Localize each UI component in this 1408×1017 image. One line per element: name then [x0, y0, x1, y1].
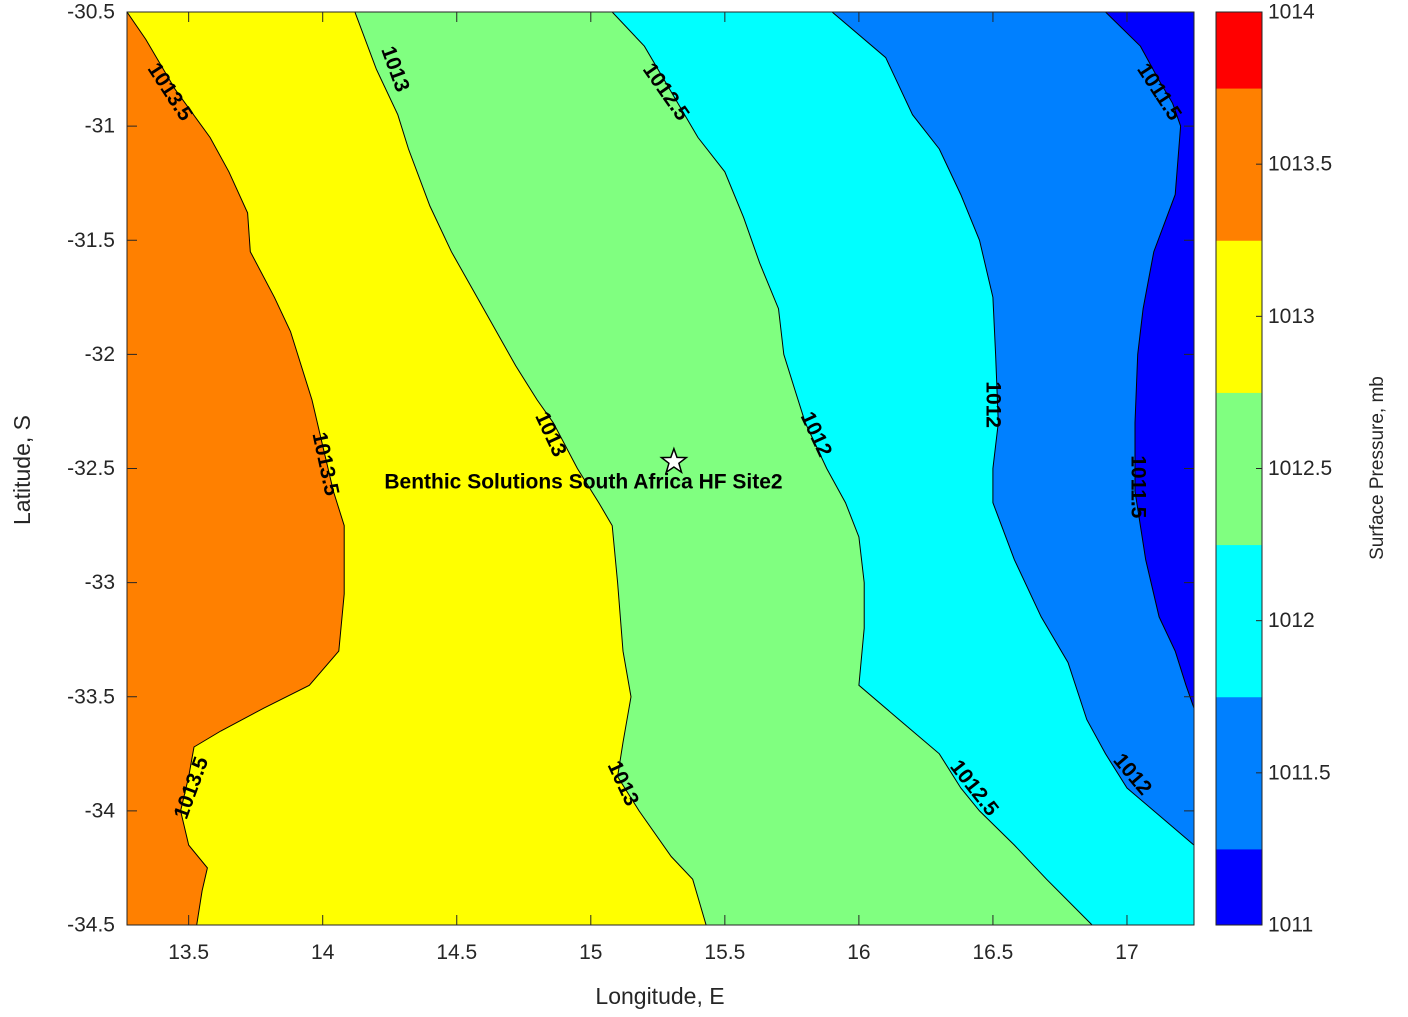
y-tick-label: -31.5 — [67, 229, 115, 252]
plot-area — [127, 12, 1194, 925]
x-tick-label: 14 — [311, 941, 335, 964]
colorbar-tick-label: 1014 — [1268, 1, 1315, 24]
x-tick-label: 16 — [847, 941, 870, 964]
x-tick-label: 15.5 — [704, 941, 745, 964]
colorbar-segment — [1216, 544, 1262, 622]
y-tick-label: -34.5 — [67, 914, 115, 937]
y-tick-label: -34 — [85, 799, 116, 822]
y-axis: -30.5 -31 -31.5 -32 -32.5 -33 -33.5 -34 -34.5 — [67, 1, 1194, 937]
contour-label: 1012 — [981, 381, 1004, 428]
y-tick-label: -33.5 — [67, 685, 115, 708]
contour-line-1012.5 — [611, 12, 1093, 925]
x-tick-label: 16.5 — [972, 941, 1013, 964]
y-axis-title: Latitude, S — [9, 415, 35, 525]
colorbar-segment — [1216, 392, 1262, 469]
region-1013 — [127, 12, 707, 925]
x-tick-label: 15 — [579, 941, 602, 964]
site-marker: Benthic Solutions South Africa HF Site2 — [384, 446, 783, 494]
colorbar-segment — [1216, 88, 1262, 165]
region-1011.5 — [832, 12, 1194, 846]
contour-line-1011.5 — [1105, 12, 1194, 709]
colorbar-tick-label: 1012 — [1268, 609, 1315, 632]
colorbar-tick-label: 1011.5 — [1268, 761, 1331, 784]
y-tick-label: -33 — [85, 571, 115, 594]
x-tick-label: 13.5 — [168, 941, 209, 964]
colorbar-tick-label: 1012.5 — [1268, 457, 1332, 480]
colorbar-segment — [1216, 696, 1262, 774]
y-tick-label: -32 — [85, 343, 115, 366]
region-1012 — [612, 12, 1194, 925]
region-1013.5 — [127, 12, 345, 925]
x-tick-label: 14.5 — [436, 941, 477, 964]
y-tick-label: -31 — [85, 115, 115, 138]
colorbar-segment — [1216, 240, 1262, 317]
colorbar-tick-label: 1013 — [1268, 305, 1315, 328]
colorbar-segment — [1216, 620, 1262, 698]
x-tick-label: 17 — [1115, 941, 1138, 964]
contour-line-1013.5 — [127, 12, 345, 925]
colorbar: 1011 1011.5 1012 1012.5 1013 1013.5 1014 — [1215, 1, 1332, 937]
colorbar-title: Surface Pressure, mb — [1367, 376, 1388, 560]
contour-label: 1011.5 — [1126, 455, 1149, 518]
colorbar-segment — [1216, 772, 1262, 850]
x-axis: 13.5 14 14.5 15 15.5 16 16.5 17 — [168, 12, 1139, 964]
y-tick-label: -32.5 — [67, 457, 115, 480]
region-1012.5 — [354, 12, 1093, 925]
colorbar-segment — [1216, 468, 1262, 546]
colorbar-segment — [1216, 12, 1262, 89]
contour-line-1013 — [354, 12, 707, 925]
contour-fills — [127, 12, 1194, 925]
y-tick-label: -30.5 — [67, 1, 115, 24]
colorbar-tick-label: 1013.5 — [1268, 153, 1332, 176]
star-icon — [659, 446, 689, 475]
colorbar-segment — [1216, 316, 1262, 393]
colorbar-segment — [1216, 164, 1262, 241]
contour-line-1012 — [831, 12, 1194, 846]
contour-lines — [127, 12, 1194, 925]
site-label: Benthic Solutions South Africa HF Site2 — [384, 471, 782, 494]
x-axis-title: Longitude, E — [595, 983, 724, 1009]
colorbar-tick-label: 1011 — [1268, 914, 1313, 937]
colorbar-segment — [1216, 848, 1262, 926]
